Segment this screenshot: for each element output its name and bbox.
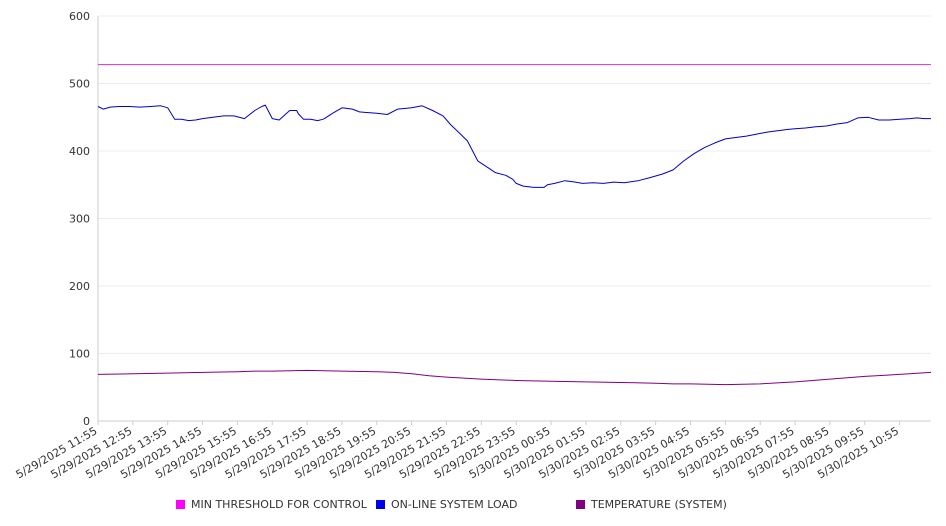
- legend-item-system-load[interactable]: ON-LINE SYSTEM LOAD: [376, 498, 517, 511]
- y-tick-label-400: 400: [69, 145, 90, 158]
- series-temperature: [97, 369, 932, 386]
- y-tick-label-0: 0: [83, 415, 90, 428]
- y-tick-label-500: 500: [69, 78, 90, 91]
- legend: MIN THRESHOLD FOR CONTROL ON-LINE SYSTEM…: [0, 498, 946, 514]
- series-system-load: [97, 104, 931, 188]
- legend-swatch-system-load: [376, 500, 385, 509]
- y-tick-label-200: 200: [69, 280, 90, 293]
- y-tick-label-300: 300: [69, 213, 90, 226]
- legend-label-min-threshold: MIN THRESHOLD FOR CONTROL: [191, 498, 367, 511]
- y-axis-ticks: 0 100 200 300 400 500 600: [69, 10, 90, 428]
- series-lines: [97, 64, 932, 386]
- legend-label-system-load: ON-LINE SYSTEM LOAD: [391, 498, 518, 511]
- legend-item-min-threshold[interactable]: MIN THRESHOLD FOR CONTROL: [176, 498, 367, 511]
- legend-swatch-min-threshold: [176, 500, 185, 509]
- legend-swatch-temperature: [576, 500, 585, 509]
- grid-lines: [98, 15, 931, 422]
- x-axis-ticks: 5/29/2025 11:555/29/2025 12:555/29/2025 …: [14, 421, 901, 481]
- legend-label-temperature: TEMPERATURE (SYSTEM): [591, 498, 727, 511]
- axes: [97, 16, 931, 422]
- y-tick-label-600: 600: [69, 10, 90, 23]
- legend-item-temperature[interactable]: TEMPERATURE (SYSTEM): [576, 498, 727, 511]
- y-tick-label-100: 100: [69, 348, 90, 361]
